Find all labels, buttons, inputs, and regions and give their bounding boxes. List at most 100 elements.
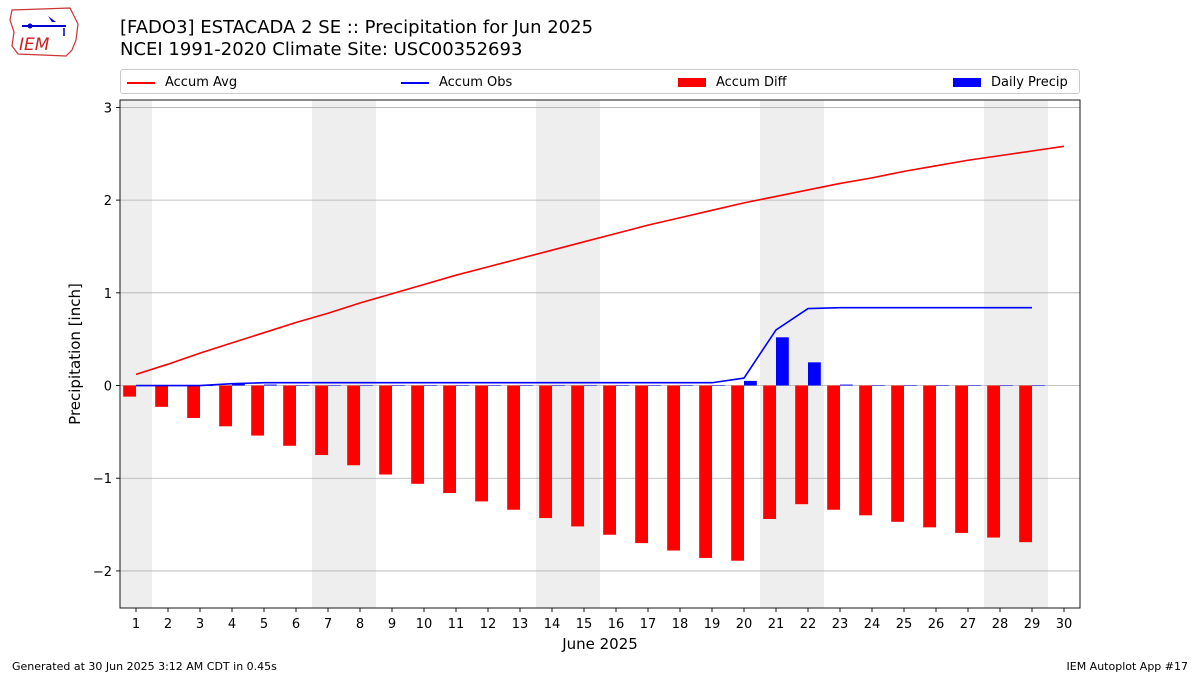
daily-precip-bar: [968, 385, 981, 387]
x-tick-label: 24: [864, 617, 881, 632]
x-tick-label: 23: [832, 617, 849, 632]
accum-diff-bar: [507, 385, 520, 510]
weekend-shade: [760, 100, 824, 608]
accum-diff-bar: [731, 385, 744, 561]
accum-diff-bar: [859, 385, 872, 516]
chart-legend: Accum Avg Accum Obs Accum Diff Daily Pre…: [120, 69, 1080, 94]
x-tick-label: 28: [992, 617, 1009, 632]
x-tick-label: 3: [196, 617, 204, 632]
legend-label-daily-precip: Daily Precip: [991, 75, 1068, 90]
accum-diff-bar: [667, 385, 680, 551]
daily-precip-bar: [392, 385, 405, 387]
legend-swatch-accum-diff: [678, 78, 706, 87]
accum-diff-bar: [443, 385, 456, 494]
title-block: [FADO3] ESTACADA 2 SE :: Precipitation f…: [120, 17, 593, 61]
accum-diff-bar: [219, 385, 232, 427]
accum-diff-bar: [699, 385, 712, 558]
x-tick-label: 16: [608, 617, 625, 632]
x-tick-label: 8: [356, 617, 364, 632]
accum-diff-bar: [155, 385, 168, 407]
x-tick-label: 7: [324, 617, 332, 632]
y-axis-label: Precipitation [inch]: [66, 283, 84, 425]
daily-precip-bar: [328, 385, 341, 387]
accum-diff-bar: [347, 385, 360, 466]
x-tick-label: 14: [544, 617, 561, 632]
daily-precip-bar: [648, 385, 661, 387]
daily-precip-bar: [360, 385, 373, 387]
legend-label-accum-avg: Accum Avg: [165, 75, 238, 90]
legend-item-accum-avg: Accum Avg: [127, 70, 237, 95]
x-tick-label: 6: [292, 617, 300, 632]
x-tick-label: 22: [800, 617, 817, 632]
x-tick-label: 29: [1024, 617, 1041, 632]
daily-precip-bar: [1000, 385, 1013, 387]
accum-diff-bar: [603, 385, 616, 535]
legend-item-daily-precip: Daily Precip: [953, 70, 1068, 95]
x-tick-label: 11: [448, 617, 465, 632]
y-tick-label: 0: [104, 380, 112, 395]
daily-precip-bar: [424, 385, 437, 387]
daily-precip-bar: [520, 385, 533, 387]
daily-precip-bar: [456, 385, 469, 387]
weekend-shade: [120, 100, 152, 608]
accum-diff-bar: [827, 385, 840, 510]
daily-precip-bar: [488, 385, 501, 387]
daily-precip-bar: [808, 362, 821, 386]
legend-swatch-daily-precip: [953, 78, 981, 87]
accum-diff-bar: [187, 385, 200, 418]
accum-diff-bar: [635, 385, 648, 544]
accum-diff-bar: [795, 385, 808, 505]
accum-diff-bar: [539, 385, 552, 519]
x-tick-label: 1: [132, 617, 140, 632]
accum-diff-bar: [987, 385, 1000, 538]
x-tick-label: 20: [736, 617, 753, 632]
daily-precip-bar: [904, 385, 917, 387]
generated-timestamp: Generated at 30 Jun 2025 3:12 AM CDT in …: [12, 660, 277, 673]
daily-precip-bar: [1032, 385, 1045, 387]
x-tick-label: 15: [576, 617, 593, 632]
daily-precip-bar: [584, 385, 597, 387]
accum-diff-bar: [123, 385, 136, 397]
accum-diff-bar: [475, 385, 488, 502]
daily-precip-bar: [232, 383, 245, 386]
accum-avg-line: [135, 145, 1065, 376]
chart-title: [FADO3] ESTACADA 2 SE :: Precipitation f…: [120, 17, 594, 38]
daily-precip-bar: [840, 384, 853, 386]
x-tick-label: 30: [1056, 617, 1073, 632]
x-tick-label: 12: [480, 617, 497, 632]
iem-logo: IEM: [8, 6, 80, 58]
daily-precip-bar: [776, 337, 789, 386]
y-tick-label: 3: [104, 101, 112, 116]
accum-diff-bar: [283, 385, 296, 446]
daily-precip-bar: [712, 385, 725, 387]
legend-swatch-accum-avg: [127, 81, 155, 84]
legend-swatch-accum-obs: [401, 81, 429, 84]
x-tick-label: 13: [512, 617, 529, 632]
daily-precip-bar: [744, 380, 757, 386]
x-tick-label: 27: [960, 617, 977, 632]
accum-diff-bar: [955, 385, 968, 533]
accum-obs-line: [136, 306, 1032, 387]
x-tick-label: 21: [768, 617, 785, 632]
y-tick-label: 1: [104, 287, 112, 302]
weekend-shade: [312, 100, 376, 608]
accum-diff-bar: [763, 385, 776, 520]
accum-diff-bar: [923, 385, 936, 528]
daily-precip-bar: [616, 385, 629, 387]
x-axis-label: June 2025: [561, 635, 638, 653]
daily-precip-bar: [552, 385, 565, 387]
accum-diff-bar: [891, 385, 904, 522]
x-tick-label: 5: [260, 617, 268, 632]
y-tick-label: 2: [104, 194, 112, 209]
x-tick-label: 18: [672, 617, 689, 632]
legend-item-accum-diff: Accum Diff: [678, 70, 787, 95]
y-tick-label: −2: [93, 565, 112, 580]
app-credit: IEM Autoplot App #17: [1066, 660, 1189, 673]
x-tick-label: 2: [164, 617, 172, 632]
chart-subtitle: NCEI 1991-2020 Climate Site: USC00352693: [120, 39, 523, 60]
daily-precip-bar: [936, 385, 949, 387]
daily-precip-bar: [296, 385, 309, 387]
accum-diff-bar: [379, 385, 392, 475]
daily-precip-bar: [872, 385, 885, 387]
logo-text: IEM: [19, 35, 50, 55]
